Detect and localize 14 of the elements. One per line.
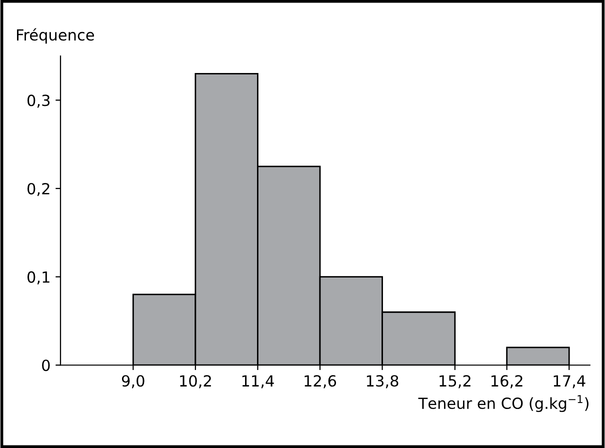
y-tick-label: 0,3 (27, 94, 50, 108)
x-tick-label: 15,2 (440, 375, 470, 388)
x-tick-label: 11,4 (242, 375, 274, 388)
y-tick-label: 0 (42, 360, 50, 372)
x-tick-label: 9,0 (122, 375, 144, 388)
x-tick-label: 10,2 (180, 375, 211, 388)
x-tick-label: 17,4 (554, 375, 586, 388)
y-tick-label: 0,2 (27, 182, 50, 196)
y-axis-title: Fréquence (17, 28, 94, 44)
x-tick-label: 13,8 (366, 375, 398, 388)
x-axis-title: Teneur en CO (g.kg$^{−1}$) (418, 395, 588, 412)
y-tick-label: 0,1 (27, 271, 50, 284)
x-tick-label: 12,6 (304, 375, 336, 388)
x-tick-label: 16,2 (492, 375, 522, 388)
